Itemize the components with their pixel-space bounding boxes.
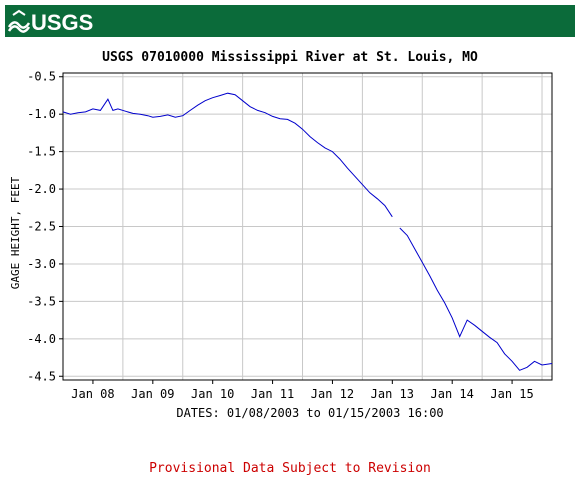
x-tick-label: Jan 09 xyxy=(131,387,174,401)
x-tick-label: Jan 13 xyxy=(371,387,414,401)
y-tick-label: -3.5 xyxy=(27,294,56,308)
usgs-banner xyxy=(5,5,575,37)
usgs-logo: USGS xyxy=(7,9,93,35)
x-tick-label: Jan 12 xyxy=(311,387,354,401)
usgs-logo-text: USGS xyxy=(31,10,93,35)
y-axis-label: GAGE HEIGHT, FEET xyxy=(9,176,22,289)
x-axis-label: DATES: 01/08/2003 to 01/15/2003 16:00 xyxy=(176,406,443,420)
y-tick-label: -2.5 xyxy=(27,220,56,234)
gage-height-line xyxy=(62,92,393,218)
x-tick-label: Jan 15 xyxy=(490,387,533,401)
x-tick-label: Jan 11 xyxy=(251,387,294,401)
chart-title: USGS 07010000 Mississippi River at St. L… xyxy=(102,50,478,65)
series-lines xyxy=(62,92,553,371)
y-tick-label: -4.0 xyxy=(27,332,56,346)
y-tick-label: -1.0 xyxy=(27,107,56,121)
provisional-notice: Provisional Data Subject to Revision xyxy=(149,461,431,476)
y-tick-label: -4.5 xyxy=(27,369,56,383)
gage-height-line xyxy=(399,227,553,371)
y-axis: -0.5 -1.0 -1.5 -2.0 -2.5 -3.0 -3.5 -4.0 -4.5 xyxy=(27,70,63,383)
y-tick-label: -1.5 xyxy=(27,145,56,159)
x-axis: Jan 08 Jan 09 Jan 10 Jan 11 Jan 12 Jan 13 Jan … xyxy=(71,380,534,401)
y-tick-label: -2.0 xyxy=(27,182,56,196)
y-tick-label: -0.5 xyxy=(27,70,56,84)
usgs-wave-icon xyxy=(7,9,31,33)
x-tick-label: Jan 08 xyxy=(71,387,114,401)
x-tick-label: Jan 10 xyxy=(191,387,234,401)
grid-lines xyxy=(63,73,552,380)
y-tick-label: -3.0 xyxy=(27,257,56,271)
x-tick-label: Jan 14 xyxy=(431,387,474,401)
